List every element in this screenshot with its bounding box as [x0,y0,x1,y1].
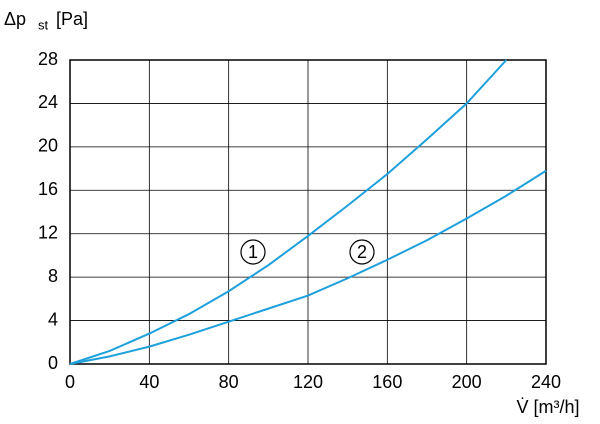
y-axis-label: Δp st [Pa] [4,9,88,33]
y-tick-label: 28 [38,49,58,69]
x-tick-label: 0 [65,372,75,392]
x-tick-label: 80 [219,372,239,392]
x-tick-label: 160 [372,372,402,392]
y-tick-label: 12 [38,222,58,242]
plot-border [69,59,547,365]
curve-label: 1 [248,242,258,262]
x-tick-label: 40 [139,372,159,392]
y-tick-label: 0 [48,353,58,373]
x-tick-label: 120 [293,372,323,392]
x-tick-label: 200 [452,372,482,392]
y-tick-label: 4 [48,309,58,329]
y-tick-label: 20 [38,136,58,156]
y-tick-label: 24 [38,92,58,112]
y-label-unit: [Pa] [56,9,88,29]
y-tick-label: 16 [38,179,58,199]
curve [69,59,508,365]
y-label-sub: st [38,17,49,32]
curve [69,169,547,365]
curve-label: 2 [357,242,367,262]
curve-label-circle [349,239,375,265]
y-tick-label: 8 [48,266,58,286]
x-tick-label: 240 [531,372,561,392]
y-label-main: Δp [4,9,26,29]
x-axis-label: V̇ [m³/h] [516,397,579,417]
curve-label-circle [240,239,266,265]
